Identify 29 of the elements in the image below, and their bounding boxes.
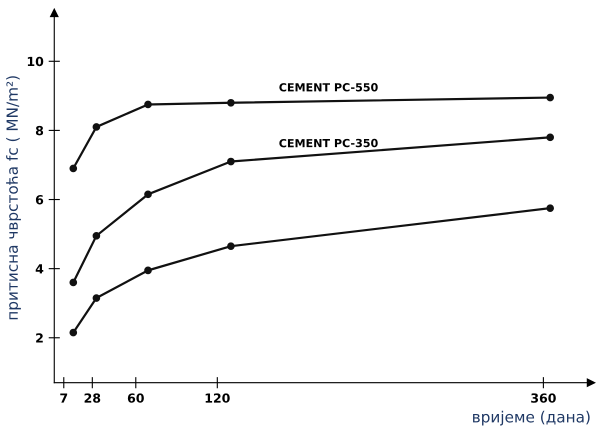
x-tick-label: 28 (84, 393, 100, 403)
point (92, 123, 100, 131)
point (69, 328, 78, 336)
point (546, 134, 554, 142)
point (144, 266, 152, 274)
point (227, 158, 235, 166)
x-axis-title: вријеме (дана) (473, 410, 590, 426)
point (546, 204, 554, 212)
y-tick-label: 2 (36, 333, 43, 343)
point (227, 98, 235, 107)
y-tick-label: 8 (36, 126, 44, 136)
series-label: CEMENT PC-350 (279, 138, 378, 148)
y-axis-title: притисна чврстоћа fc ( MN/m²) (6, 76, 21, 320)
point (144, 190, 152, 198)
y-tick-label: 6 (36, 195, 44, 204)
y-tick-label: 4 (36, 264, 44, 274)
point (92, 294, 100, 302)
point (144, 100, 152, 108)
x-tick-label: 120 (206, 393, 230, 403)
point (546, 94, 554, 102)
x-tick-label: 7 (60, 394, 68, 403)
x-tick-label: 360 (531, 393, 556, 403)
y-tick-label: 10 (28, 56, 44, 66)
point (69, 164, 78, 172)
point (92, 232, 100, 240)
point (69, 278, 78, 286)
series-label: CEMENT PC-550 (279, 83, 378, 92)
point (227, 242, 235, 250)
x-tick-label: 60 (128, 393, 144, 403)
